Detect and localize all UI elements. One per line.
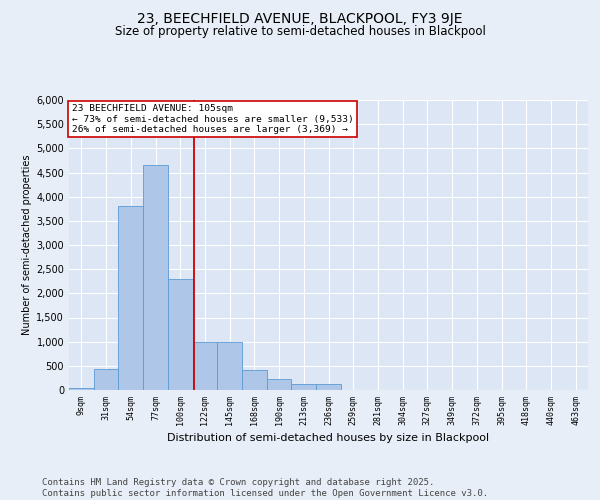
Text: 23 BEECHFIELD AVENUE: 105sqm
← 73% of semi-detached houses are smaller (9,533)
2: 23 BEECHFIELD AVENUE: 105sqm ← 73% of se… (71, 104, 353, 134)
Bar (267, 380, 292, 390)
X-axis label: Distribution of semi-detached houses by size in Blackpool: Distribution of semi-detached houses by … (167, 433, 490, 443)
Bar (69, 388, 94, 390)
Bar (316, 384, 341, 390)
Text: 23, BEECHFIELD AVENUE, BLACKPOOL, FY3 9JE: 23, BEECHFIELD AVENUE, BLACKPOOL, FY3 9J… (137, 12, 463, 26)
Bar (143, 165, 168, 390)
Text: Contains HM Land Registry data © Crown copyright and database right 2025.
Contai: Contains HM Land Registry data © Crown c… (42, 478, 488, 498)
Bar (118, 206, 143, 390)
Bar (217, 342, 242, 390)
Bar (242, 370, 267, 390)
Bar (193, 342, 217, 390)
Text: Size of property relative to semi-detached houses in Blackpool: Size of property relative to semi-detach… (115, 25, 485, 38)
Bar (168, 279, 193, 390)
Bar (292, 384, 316, 390)
Y-axis label: Number of semi-detached properties: Number of semi-detached properties (22, 155, 32, 336)
Bar (94, 369, 118, 390)
